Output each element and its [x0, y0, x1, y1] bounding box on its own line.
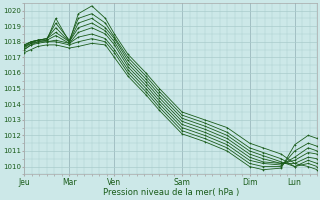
X-axis label: Pression niveau de la mer( hPa ): Pression niveau de la mer( hPa ): [103, 188, 239, 197]
